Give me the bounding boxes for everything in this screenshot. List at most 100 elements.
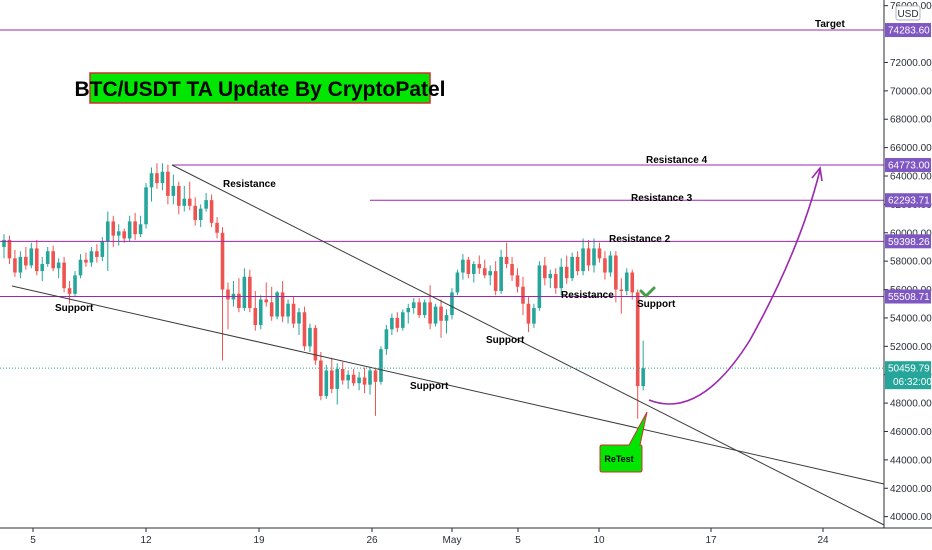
candle-body[interactable] — [482, 268, 487, 276]
candle-body[interactable] — [570, 256, 574, 279]
candle-body[interactable] — [510, 264, 514, 276]
candle-body[interactable] — [597, 248, 602, 259]
candle-body[interactable] — [215, 222, 219, 233]
candle-body[interactable] — [619, 289, 624, 291]
candle-body[interactable] — [105, 221, 110, 242]
candle-body[interactable] — [297, 312, 301, 324]
candle-body[interactable] — [29, 248, 34, 266]
candle-body[interactable] — [313, 327, 318, 361]
candle-body[interactable] — [357, 377, 361, 384]
candle-body[interactable] — [198, 208, 203, 220]
candle-body[interactable] — [187, 198, 192, 206]
candle-body[interactable] — [73, 275, 77, 294]
candle-body[interactable] — [40, 264, 45, 272]
candle-body[interactable] — [220, 232, 225, 290]
candle-body[interactable] — [466, 259, 471, 274]
candle-body[interactable] — [193, 205, 198, 220]
candle-body[interactable] — [368, 370, 372, 385]
currency-badge[interactable] — [895, 5, 921, 21]
candle-body[interactable] — [89, 251, 94, 263]
candle-body[interactable] — [493, 271, 498, 291]
candle-body[interactable] — [237, 293, 241, 308]
candle-body[interactable] — [264, 299, 269, 303]
candle-body[interactable] — [548, 273, 553, 279]
candle-body[interactable] — [248, 276, 252, 308]
time-axis[interactable] — [0, 528, 932, 550]
candle-body[interactable] — [286, 303, 290, 317]
candle-body[interactable] — [329, 370, 334, 389]
candle-body[interactable] — [504, 256, 509, 264]
candle-body[interactable] — [390, 317, 394, 330]
candle-body[interactable] — [226, 289, 230, 300]
candle-body[interactable] — [302, 312, 307, 347]
candle-body[interactable] — [537, 265, 542, 308]
candle-body[interactable] — [34, 248, 39, 272]
candle-body[interactable] — [275, 292, 279, 317]
candle-body[interactable] — [133, 221, 137, 235]
candle-body[interactable] — [7, 239, 12, 259]
candle-body[interactable] — [67, 288, 72, 294]
candle-body[interactable] — [84, 259, 88, 263]
candle-body[interactable] — [477, 264, 482, 269]
candle-body[interactable] — [379, 349, 383, 382]
candle-body[interactable] — [242, 276, 247, 308]
candle-body[interactable] — [155, 173, 159, 184]
candle-body[interactable] — [2, 239, 6, 247]
candle-body[interactable] — [608, 255, 613, 273]
candle-body[interactable] — [127, 221, 132, 239]
candle-body[interactable] — [346, 374, 350, 381]
candle-body[interactable] — [575, 256, 580, 272]
candle-body[interactable] — [335, 369, 340, 389]
candle-body[interactable] — [166, 171, 170, 196]
candle-body[interactable] — [433, 306, 438, 324]
candle-body[interactable] — [603, 258, 607, 273]
candle-body[interactable] — [78, 259, 83, 276]
candle-body[interactable] — [116, 231, 121, 236]
support-trendline[interactable] — [11, 285, 885, 485]
candle-body[interactable] — [515, 275, 520, 287]
candle-body[interactable] — [56, 262, 61, 269]
candle-body[interactable] — [559, 266, 564, 289]
candle-body[interactable] — [13, 258, 17, 273]
candle-body[interactable] — [521, 286, 525, 304]
candle-body[interactable] — [100, 241, 105, 257]
candle-body[interactable] — [450, 292, 454, 316]
candle-body[interactable] — [499, 256, 503, 291]
candle-body[interactable] — [564, 266, 569, 279]
candle-body[interactable] — [444, 315, 449, 321]
candle-body[interactable] — [624, 272, 629, 291]
candle-body[interactable] — [51, 251, 55, 269]
candle-body[interactable] — [319, 360, 323, 396]
candle-body[interactable] — [149, 173, 154, 188]
candle-body[interactable] — [592, 248, 596, 266]
candle-body[interactable] — [204, 200, 208, 209]
resistance-trendline[interactable] — [171, 164, 885, 526]
candle-body[interactable] — [160, 171, 165, 184]
candle-body[interactable] — [45, 251, 50, 264]
candle-body[interactable] — [641, 368, 645, 387]
candle-body[interactable] — [526, 303, 531, 324]
candle-body[interactable] — [586, 248, 591, 266]
candle-body[interactable] — [62, 262, 66, 289]
candle-body[interactable] — [324, 370, 329, 396]
candle-body[interactable] — [351, 374, 356, 384]
candle-body[interactable] — [122, 231, 126, 239]
candle-body[interactable] — [422, 302, 427, 316]
candle-body[interactable] — [553, 273, 558, 289]
candle-body[interactable] — [291, 303, 296, 324]
candle-body[interactable] — [138, 224, 143, 235]
candle-body[interactable] — [635, 292, 640, 387]
candle-body[interactable] — [373, 370, 378, 382]
candle-body[interactable] — [461, 259, 465, 273]
candle-body[interactable] — [472, 264, 476, 274]
candle-body[interactable] — [455, 272, 460, 293]
candle-body[interactable] — [411, 302, 416, 308]
candle-body[interactable] — [253, 308, 258, 326]
candle-body[interactable] — [269, 302, 274, 317]
candle-body[interactable] — [428, 302, 432, 324]
candle-body[interactable] — [171, 185, 176, 196]
candle-body[interactable] — [182, 198, 187, 206]
candle-body[interactable] — [532, 308, 536, 324]
candle-body[interactable] — [24, 256, 28, 266]
